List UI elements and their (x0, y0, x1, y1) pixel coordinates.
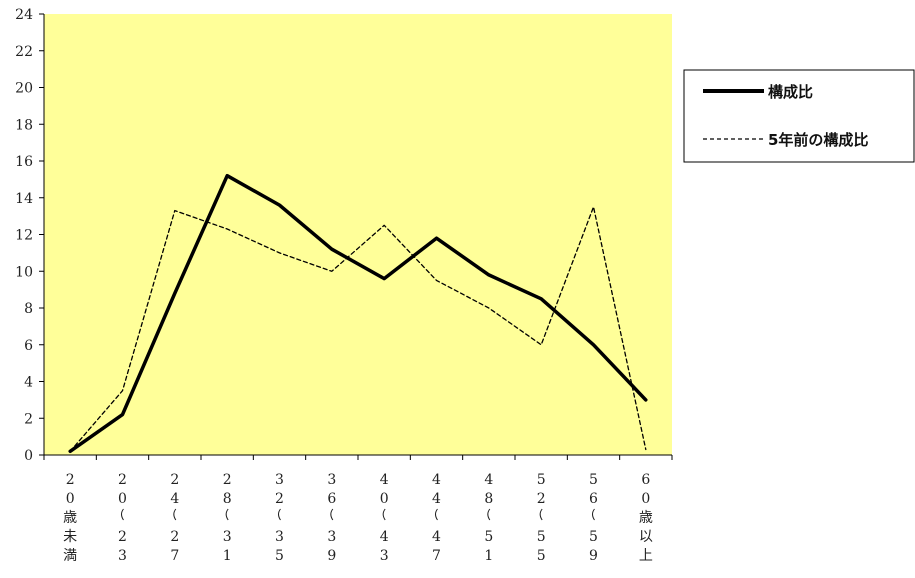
x-tick-label-tilde (330, 508, 334, 521)
y-tick-label: 2 (24, 411, 33, 427)
y-tick-label: 16 (15, 154, 33, 170)
x-tick-label-char: 2 (275, 491, 284, 507)
x-tick-label-char: 7 (432, 548, 441, 564)
x-tick-label-char: 9 (327, 548, 336, 564)
x-tick-label-char: 4 (432, 472, 441, 488)
x-tick-label-char: 7 (170, 548, 179, 564)
x-axis: 20歳未満20232427283132353639404344474851525… (43, 454, 673, 564)
y-tick-label: 10 (15, 264, 33, 280)
y-tick-label: 14 (15, 191, 33, 207)
x-tick-label-char: 2 (170, 529, 179, 545)
x-tick-label-char: 1 (223, 548, 232, 564)
x-tick-label-tilde (382, 508, 386, 521)
x-tick-label-tilde (592, 508, 595, 521)
x-tick-label-char: 未 (63, 529, 77, 545)
x-tick-label-char: 歳 (639, 510, 653, 526)
x-tick-label-char: 2 (170, 472, 179, 488)
x-tick-label-char: 5 (589, 472, 598, 488)
y-tick-label: 6 (24, 338, 33, 354)
y-tick-label: 0 (24, 448, 33, 464)
x-tick-label-char: 3 (275, 529, 284, 545)
x-tick-label-char: 0 (380, 491, 389, 507)
y-tick-label: 24 (15, 7, 33, 23)
x-tick-label-tilde (539, 508, 543, 521)
x-tick-label-tilde (225, 508, 229, 521)
x-tick-label-char: 4 (380, 529, 389, 545)
x-tick-label-char: 5 (537, 548, 546, 564)
x-tick-label-char: 4 (380, 472, 389, 488)
x-tick-label-char: 8 (223, 491, 232, 507)
x-tick-label-char: 4 (432, 491, 441, 507)
x-tick-label-char: 2 (118, 472, 127, 488)
x-tick-label-char: 4 (170, 491, 179, 507)
x-tick-label-char: 3 (223, 529, 232, 545)
x-tick-label-char: 3 (275, 472, 284, 488)
x-tick-label-char: 2 (118, 529, 127, 545)
x-tick-label-char: 5 (589, 529, 598, 545)
series-line-2 (69, 206, 647, 452)
plot-area (44, 14, 672, 455)
series-line-1 (68, 173, 648, 454)
x-tick-label-char: 9 (589, 548, 598, 564)
x-tick-label-char: 3 (327, 529, 336, 545)
x-tick-label-char: 8 (484, 491, 493, 507)
y-tick-label: 4 (24, 375, 33, 391)
x-tick-label-char: 2 (223, 472, 232, 488)
y-tick-label: 18 (15, 117, 33, 133)
x-tick-label-char: 5 (537, 472, 546, 488)
x-tick-label-char: 2 (537, 491, 546, 507)
x-tick-label-char: 0 (66, 491, 75, 507)
x-tick-label-char: 1 (484, 548, 493, 564)
x-tick-label-char: 4 (484, 472, 493, 488)
legend-label-series-1: 構成比 (768, 83, 813, 101)
y-tick-label: 22 (15, 44, 33, 60)
x-tick-label-char: 歳 (63, 510, 77, 526)
x-tick-label-char: 5 (275, 548, 284, 564)
legend: 構成比 5年前の構成比 (683, 69, 915, 163)
x-tick-label-char: 満 (63, 548, 77, 564)
x-tick-label-char: 上 (639, 548, 653, 564)
x-tick-label-char: 5 (537, 529, 546, 545)
x-tick-label-tilde (173, 508, 177, 521)
y-tick-label: 12 (15, 228, 33, 244)
x-tick-label-char: 0 (118, 491, 127, 507)
x-tick-label-char: 3 (118, 548, 127, 564)
legend-label-series-2: 5年前の構成比 (768, 131, 868, 149)
x-tick-label-char: 3 (380, 548, 389, 564)
series-layer (68, 173, 648, 454)
x-tick-label-char: 0 (641, 491, 650, 507)
x-tick-label-char: 以 (639, 529, 653, 545)
y-tick-label: 8 (24, 301, 33, 317)
x-tick-label-char: 6 (641, 472, 650, 488)
x-tick-label-tilde (487, 508, 491, 521)
y-tick-label: 20 (15, 81, 33, 97)
x-tick-label-tilde (278, 508, 281, 521)
x-tick-label-char: 6 (589, 491, 598, 507)
x-tick-label-char: 5 (484, 529, 493, 545)
x-tick-label-tilde (435, 508, 438, 521)
legend-box (683, 69, 915, 163)
x-tick-label-tilde (121, 508, 124, 521)
x-tick-label-char: 2 (66, 472, 75, 488)
x-tick-label-char: 4 (432, 529, 441, 545)
x-tick-label-char: 3 (327, 472, 336, 488)
x-tick-label-char: 6 (327, 491, 336, 507)
